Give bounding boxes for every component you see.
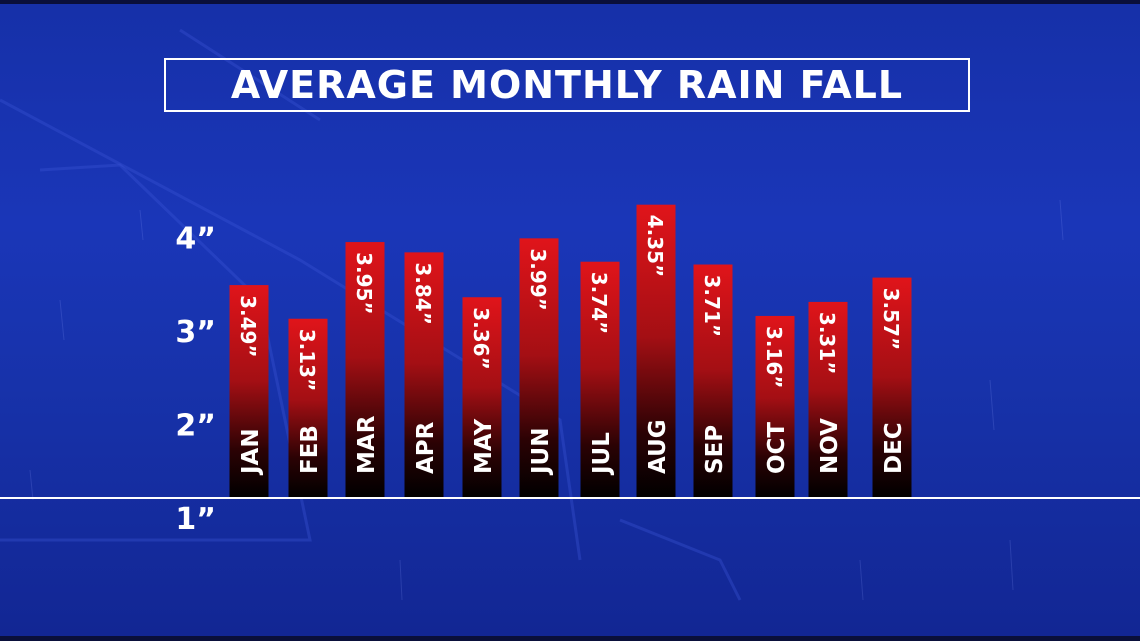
y-tick-label: 4” <box>175 221 216 256</box>
bar-oct: 3.16” OCT <box>755 315 795 498</box>
bar-month-label: NOV <box>817 418 843 474</box>
bar-feb: 3.13” FEB <box>288 318 328 498</box>
bar-rect <box>288 318 328 498</box>
bar-value-label: 3.49” <box>236 295 260 358</box>
bar-value-label: 3.71” <box>700 275 724 338</box>
bar-month-label: FEB <box>297 425 323 474</box>
bar-month-label: MAY <box>471 419 497 474</box>
bar-value-label: 3.99” <box>526 248 550 311</box>
bar-value-label: 3.36” <box>469 307 493 370</box>
y-tick-label: 2” <box>175 408 216 443</box>
bar-mar: 3.95” MAR <box>345 242 385 498</box>
bar-rect <box>462 297 502 498</box>
bar-month-label: MAR <box>354 415 380 474</box>
bar-value-label: 3.95” <box>352 252 376 315</box>
bar-value-label: 3.31” <box>815 312 839 375</box>
bar-rect <box>519 238 559 498</box>
bar-value-label: 3.13” <box>295 329 319 392</box>
bar-jun: 3.99” JUN <box>519 238 559 498</box>
bar-rect <box>636 204 676 499</box>
chart-title-box: AVERAGE MONTHLY RAIN FALL <box>164 58 970 112</box>
bar-month-label: SEP <box>702 425 728 474</box>
bar-month-label: OCT <box>764 422 790 474</box>
bar-value-label: 3.74” <box>587 272 611 335</box>
bar-month-label: AUG <box>645 419 671 474</box>
bar-rect <box>693 264 733 498</box>
bar-rect <box>345 242 385 498</box>
bar-value-label: 4.35” <box>643 215 667 277</box>
bar-month-label: JUL <box>589 432 615 476</box>
bar-rect <box>808 301 848 498</box>
bar-dec: 3.57” DEC <box>872 277 912 498</box>
bar-rect <box>229 285 269 498</box>
bar-value-label: 3.84” <box>411 262 435 325</box>
bar-may: 3.36” MAY <box>462 297 502 498</box>
bar-sep: 3.71” SEP <box>693 264 733 498</box>
y-axis-ticks: 1” 2” 3” 4” <box>175 221 216 537</box>
bar-value-label: 3.57” <box>879 288 903 351</box>
bar-rect <box>755 315 795 498</box>
bar-rect <box>404 252 444 498</box>
bar-value-label: 3.16” <box>762 326 786 389</box>
bar-month-label: DEC <box>881 422 907 474</box>
bar-rect <box>872 277 912 498</box>
bars-group: 3.49” JAN 3.13” FEB 3.95” MAR 3.84” APR 3.36” MAY… <box>229 204 912 499</box>
bar-jul: 3.74” JUL <box>580 261 620 498</box>
bar-jan: 3.49” JAN <box>229 285 269 498</box>
bar-aug: 4.35” AUG <box>636 204 676 499</box>
bar-nov: 3.31” NOV <box>808 301 848 498</box>
bar-month-label: JAN <box>238 428 264 476</box>
bar-month-label: APR <box>413 421 439 474</box>
chart-title: AVERAGE MONTHLY RAIN FALL <box>230 63 904 107</box>
bottom-border-strip <box>0 636 1140 641</box>
y-tick-label: 3” <box>175 315 216 350</box>
top-border-strip <box>0 0 1140 4</box>
y-tick-label: 1” <box>175 502 216 537</box>
bar-apr: 3.84” APR <box>404 252 444 498</box>
bar-month-label: JUN <box>528 428 554 476</box>
bar-rect <box>580 261 620 498</box>
